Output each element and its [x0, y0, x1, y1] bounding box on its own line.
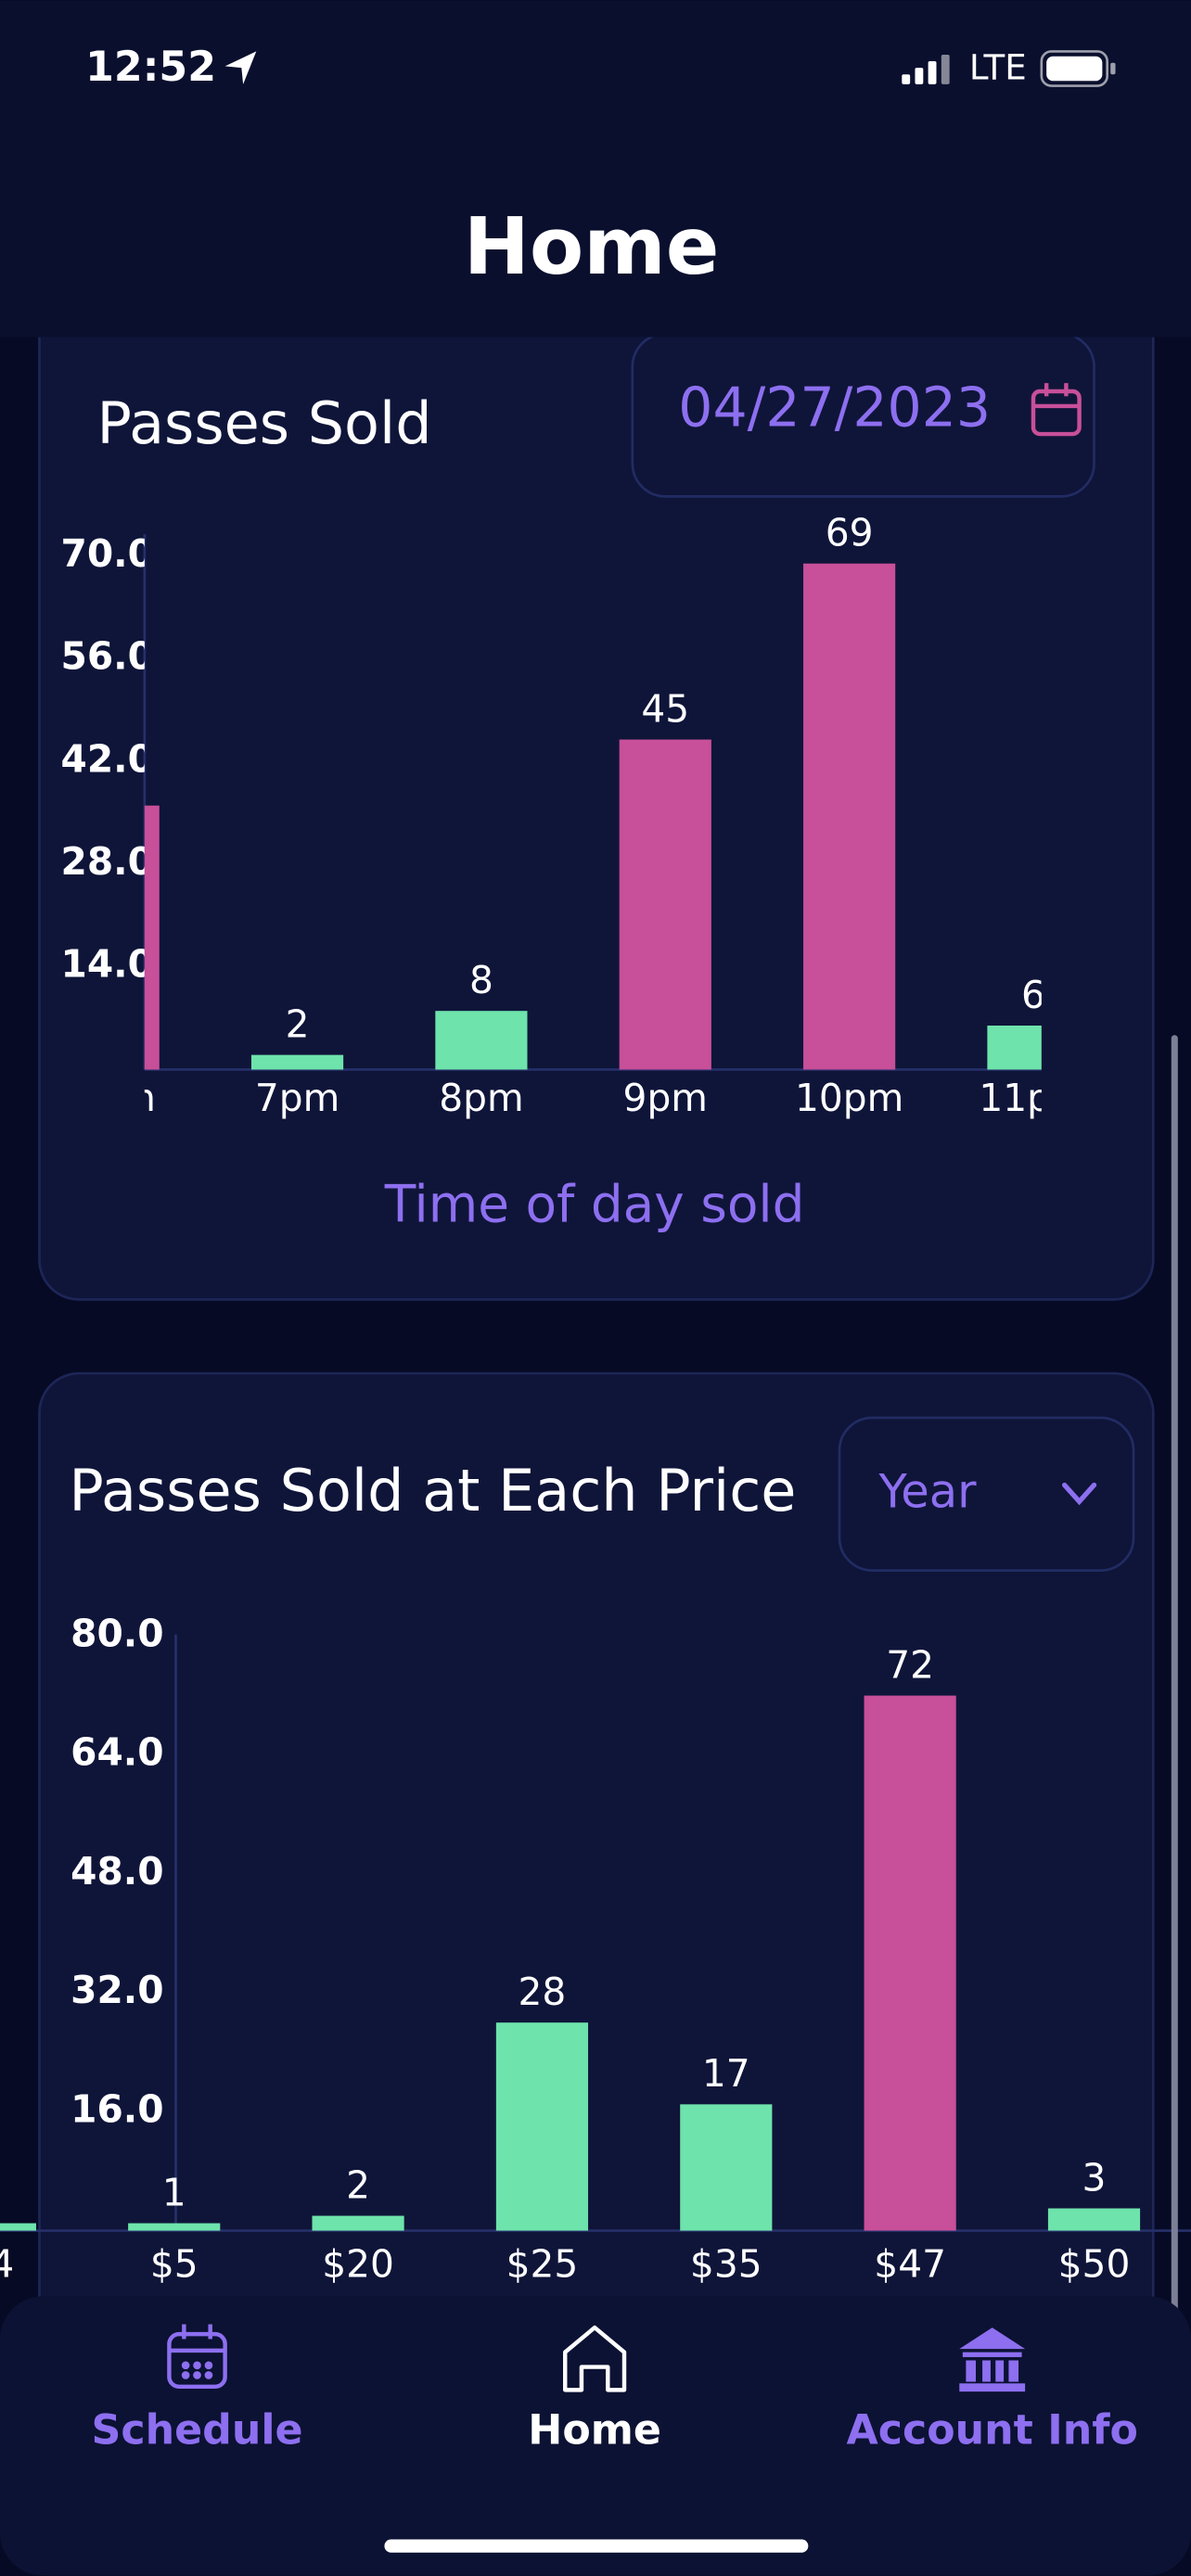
plot: 16.0 32.0 48.0 64.0 80.0 1 $4 1 $5 2 $20 28 $25 17 $35… [0, 1611, 1141, 2287]
value-label: 3 [1082, 2155, 1107, 2200]
tab-label[interactable]: Home [528, 2406, 661, 2454]
bar [0, 2223, 36, 2231]
signal-icon [902, 54, 950, 84]
y-tick-label: 42.0 [61, 736, 154, 781]
y-tick-label: 80.0 [70, 1611, 163, 1655]
y-tick-label: 48.0 [70, 1849, 163, 1894]
status-time: 12:52 [85, 44, 216, 91]
y-tick-label: 70.0 [61, 531, 154, 576]
card-title: Passes Sold at Each Price [69, 1457, 796, 1524]
x-tick-label: $47 [874, 2242, 946, 2287]
x-tick-label: $4 [0, 2242, 14, 2287]
bar [619, 739, 711, 1070]
bar [987, 1025, 1042, 1070]
value-label: 72 [886, 1642, 934, 1687]
x-tick-label: 10pm [795, 1076, 903, 1120]
x-tick-label: 11pm [979, 1076, 1087, 1120]
tab-bar [0, 2296, 1191, 2576]
value-label: 8 [469, 958, 493, 1002]
bar [803, 563, 896, 1070]
y-tick-label: 14.0 [61, 942, 154, 987]
bars: 366pm27pm88pm459pm6910pm611pm [70, 511, 1087, 1120]
y-tick-label: 32.0 [70, 1968, 163, 2012]
value-label: 17 [702, 2051, 750, 2096]
y-tick-label: 16.0 [70, 2086, 163, 2131]
bar [144, 805, 160, 1070]
x-tick-label: $50 [1058, 2242, 1131, 2287]
value-label: 28 [519, 1970, 567, 2014]
y-ticks: 14.0 28.0 42.0 56.0 70.0 [61, 531, 154, 987]
bar [495, 2022, 589, 2231]
y-tick-label: 28.0 [61, 839, 154, 884]
bar [1047, 2208, 1141, 2231]
value-label: 45 [641, 686, 689, 731]
bar [250, 1054, 344, 1070]
plot: 14.028.042.056.070.0366pm27pm88pm459pm69… [61, 511, 1087, 1120]
bar [312, 2215, 404, 2231]
x-tick-label: 7pm [255, 1076, 339, 1120]
schedule-icon[interactable] [167, 2324, 227, 2390]
y-ticks: 16.0 32.0 48.0 64.0 80.0 [70, 1611, 163, 2131]
date-text[interactable]: 04/27/2023 [678, 376, 991, 439]
y-tick-label: 64.0 [70, 1730, 163, 1775]
dropdown-text[interactable]: Year [878, 1465, 978, 1519]
value-label: 2 [346, 2162, 370, 2207]
battery-icon [1040, 50, 1116, 87]
chevron-icon [1061, 1482, 1097, 1506]
header-bg [0, 0, 1191, 338]
home-indicator [384, 2539, 809, 2553]
scrollbar [1171, 1035, 1178, 2316]
y-tick-label: 56.0 [61, 634, 154, 679]
value-label: 1 [162, 2170, 186, 2214]
bar [128, 2223, 221, 2231]
account-icon[interactable] [959, 2327, 1026, 2392]
card-title: Passes Sold [96, 389, 431, 457]
x-tick-label: 8pm [439, 1076, 523, 1120]
x-tick-label: 9pm [623, 1076, 708, 1120]
x-tick-label: 6pm [70, 1076, 155, 1120]
x-tick-label: $35 [690, 2242, 762, 2287]
page-title: Home [464, 201, 720, 293]
x-tick-label: $5 [150, 2242, 198, 2287]
value-label: 1 [0, 2170, 2, 2214]
network-label: LTE [969, 46, 1027, 87]
calendar-icon [1031, 383, 1082, 437]
bars: 1 $4 1 $5 2 $20 28 $25 17 $35 72 $47 3 $50 [0, 1642, 1141, 2287]
tab-label[interactable]: Schedule [91, 2406, 302, 2454]
bar [435, 1011, 528, 1070]
tab-label[interactable]: Account Info [847, 2406, 1138, 2454]
x-tick-label: $25 [506, 2242, 579, 2287]
value-label: 69 [826, 511, 874, 555]
x-tick-label: $20 [322, 2242, 394, 2287]
value-label: 2 [286, 1002, 310, 1047]
bar [680, 2104, 773, 2231]
location-icon [224, 51, 257, 84]
home-icon[interactable] [563, 2325, 627, 2392]
bar [864, 1695, 956, 2231]
x-axis-title: Time of day sold [384, 1174, 805, 1233]
period-dropdown[interactable] [838, 1416, 1135, 1572]
value-label: 6 [1021, 973, 1045, 1017]
